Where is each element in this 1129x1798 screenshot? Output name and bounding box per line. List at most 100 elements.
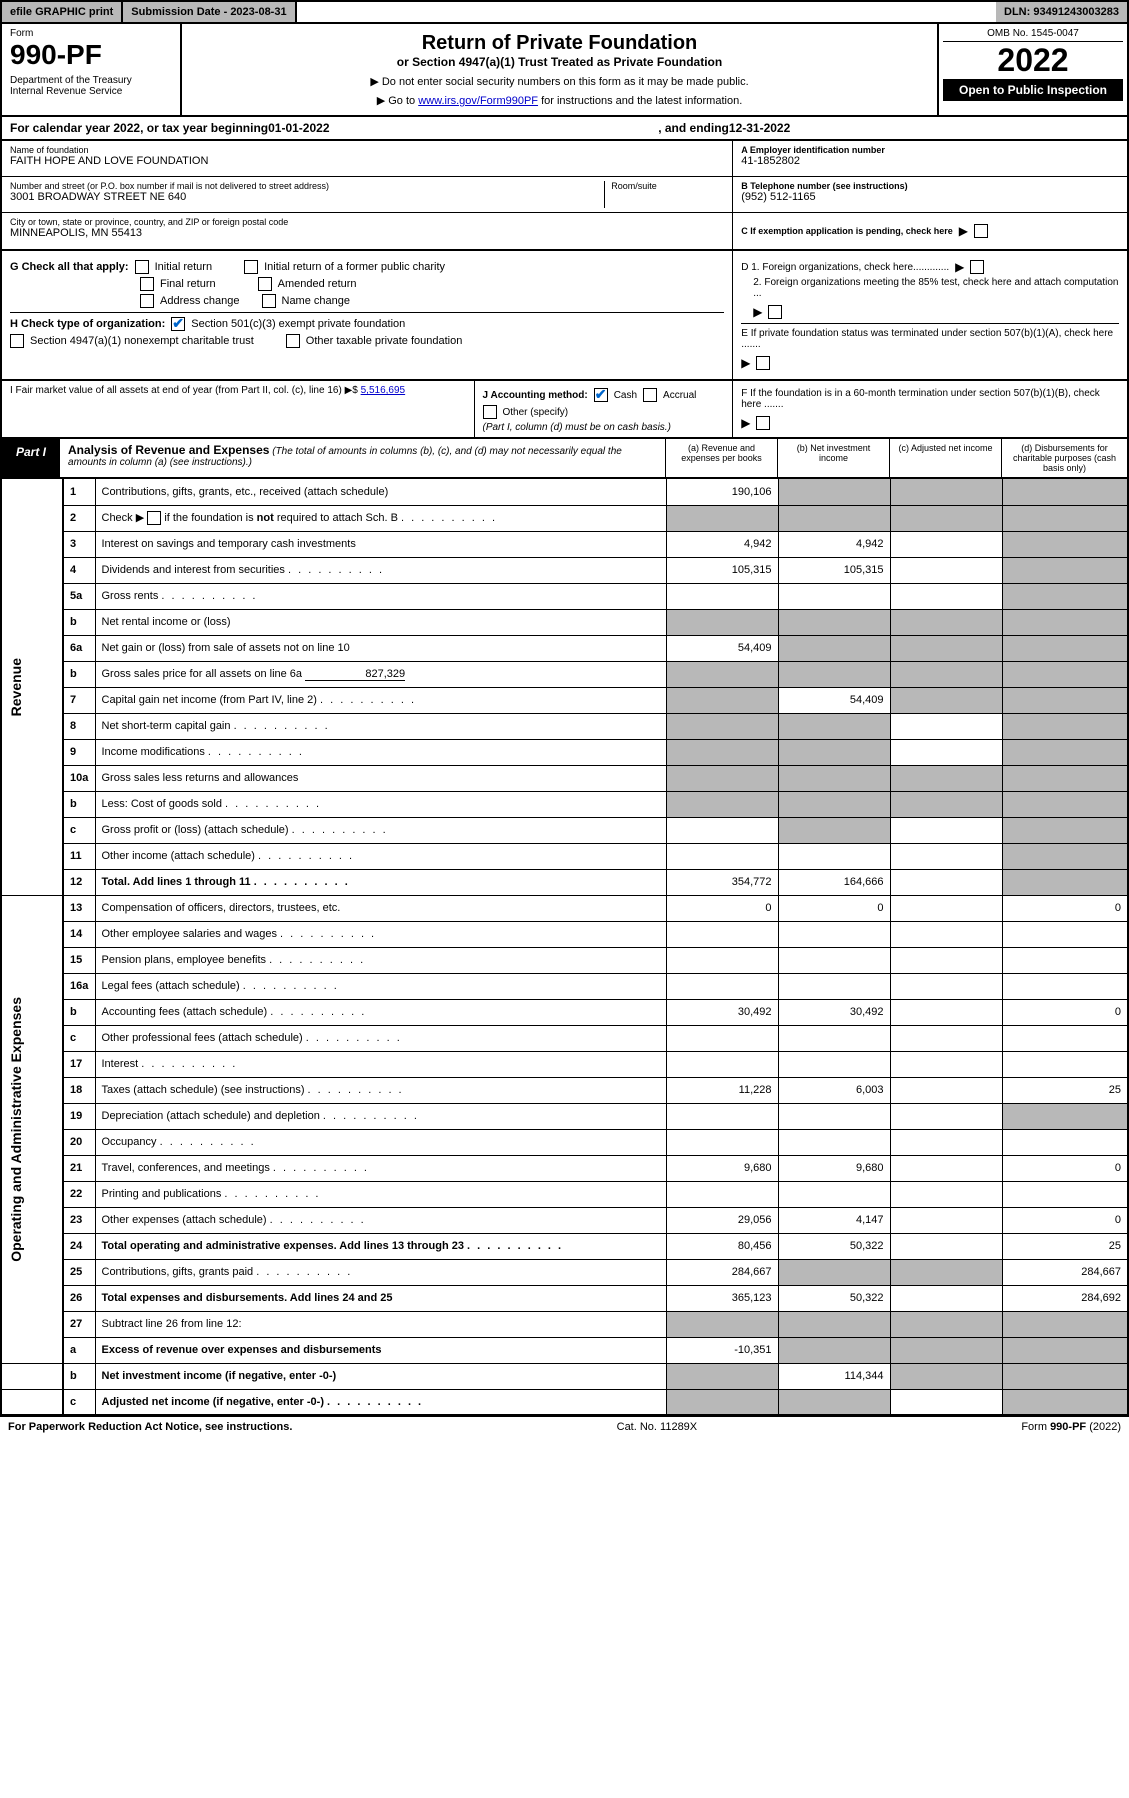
part1-title: Analysis of Revenue and Expenses — [68, 443, 269, 457]
cell-b: 105,315 — [778, 557, 890, 583]
row-desc: Less: Cost of goods sold — [95, 791, 666, 817]
open-public: Open to Public Inspection — [943, 79, 1123, 101]
inst2-post: for instructions and the latest informat… — [538, 95, 742, 107]
col-d-header: (d) Disbursements for charitable purpose… — [1001, 439, 1127, 477]
cell-c — [890, 479, 1002, 505]
col-b-header: (b) Net investment income — [777, 439, 889, 477]
fmv-value[interactable]: 5,516,695 — [361, 385, 406, 396]
addr-label: Number and street (or P.O. box number if… — [10, 181, 604, 191]
4947-checkbox[interactable] — [10, 334, 24, 348]
row-num: 5a — [63, 583, 95, 609]
row-desc: Total expenses and disbursements. Add li… — [95, 1285, 666, 1311]
row-num: 12 — [63, 869, 95, 895]
g-row-3: Address change Name change — [10, 294, 724, 308]
d2-checkbox[interactable] — [768, 305, 782, 319]
final-return-checkbox[interactable] — [140, 277, 154, 291]
cell-b: 54,409 — [778, 687, 890, 713]
cell-a: 365,123 — [666, 1285, 778, 1311]
row-desc: Contributions, gifts, grants paid — [95, 1259, 666, 1285]
city-state-zip: MINNEAPOLIS, MN 55413 — [10, 227, 724, 239]
cell-a: 105,315 — [666, 557, 778, 583]
cell-d: 25 — [1002, 1077, 1128, 1103]
calendar-year-row: For calendar year 2022, or tax year begi… — [0, 117, 1129, 141]
cell-b: 114,344 — [778, 1363, 890, 1389]
cell-b: 4,147 — [778, 1207, 890, 1233]
footer-left: For Paperwork Reduction Act Notice, see … — [8, 1421, 292, 1433]
f-block: F If the foundation is in a 60-month ter… — [733, 381, 1127, 437]
i-label: I Fair market value of all assets at end… — [10, 385, 342, 396]
row-desc: Other income (attach schedule) — [95, 843, 666, 869]
row-num: 21 — [63, 1155, 95, 1181]
name-change-checkbox[interactable] — [262, 294, 276, 308]
table-row: 3Interest on savings and temporary cash … — [1, 531, 1128, 557]
row-desc: Interest on savings and temporary cash i… — [95, 531, 666, 557]
schb-checkbox[interactable] — [147, 511, 161, 525]
irs-link[interactable]: www.irs.gov/Form990PF — [418, 95, 538, 107]
table-row: 16aLegal fees (attach schedule) — [1, 973, 1128, 999]
part1-title-block: Analysis of Revenue and Expenses (The to… — [60, 439, 665, 477]
row-desc: Dividends and interest from securities — [95, 557, 666, 583]
other-method-checkbox[interactable] — [483, 405, 497, 419]
initial-return-label: Initial return — [155, 261, 212, 273]
cell-b: 6,003 — [778, 1077, 890, 1103]
table-row: 11Other income (attach schedule) — [1, 843, 1128, 869]
table-row: 15Pension plans, employee benefits — [1, 947, 1128, 973]
row-desc: Other professional fees (attach schedule… — [95, 1025, 666, 1051]
form-title-block: Return of Private Foundation or Section … — [182, 24, 937, 115]
exemption-checkbox[interactable] — [974, 224, 988, 238]
city-cell: City or town, state or province, country… — [2, 213, 732, 249]
address-change-checkbox[interactable] — [140, 294, 154, 308]
row-num: b — [63, 791, 95, 817]
f-label: F If the foundation is in a 60-month ter… — [741, 388, 1119, 410]
initial-return-checkbox[interactable] — [135, 260, 149, 274]
h-label: H Check type of organization: — [10, 318, 165, 330]
row-desc: Printing and publications — [95, 1181, 666, 1207]
row-desc: Occupancy — [95, 1129, 666, 1155]
e-checkbox[interactable] — [756, 356, 770, 370]
row-desc: Net gain or (loss) from sale of assets n… — [95, 635, 666, 661]
cell-a: 9,680 — [666, 1155, 778, 1181]
initial-former-checkbox[interactable] — [244, 260, 258, 274]
exemption-cell: C If exemption application is pending, c… — [733, 213, 1127, 249]
h-row: H Check type of organization: Section 50… — [10, 312, 724, 331]
part1-tab: Part I — [2, 439, 60, 477]
row-num: 10a — [63, 765, 95, 791]
address-change-label: Address change — [160, 295, 240, 307]
table-row: 17Interest — [1, 1051, 1128, 1077]
amended-return-label: Amended return — [278, 278, 357, 290]
table-row: 7Capital gain net income (from Part IV, … — [1, 687, 1128, 713]
d1-checkbox[interactable] — [970, 260, 984, 274]
cash-checkbox[interactable] — [594, 388, 608, 402]
cell-a: 29,056 — [666, 1207, 778, 1233]
row-desc: Net rental income or (loss) — [95, 609, 666, 635]
row-num: 9 — [63, 739, 95, 765]
row-desc: Total operating and administrative expen… — [95, 1233, 666, 1259]
cell-d: 0 — [1002, 1207, 1128, 1233]
4947-label: Section 4947(a)(1) nonexempt charitable … — [30, 335, 254, 347]
table-row: 24Total operating and administrative exp… — [1, 1233, 1128, 1259]
cell-b: 50,322 — [778, 1285, 890, 1311]
accrual-checkbox[interactable] — [643, 388, 657, 402]
table-row: 25Contributions, gifts, grants paid 284,… — [1, 1259, 1128, 1285]
row-num: 14 — [63, 921, 95, 947]
cell-d — [1002, 479, 1128, 505]
amended-return-checkbox[interactable] — [258, 277, 272, 291]
row-num: a — [63, 1337, 95, 1363]
expenses-sidelabel: Operating and Administrative Expenses — [8, 997, 24, 1262]
cal-pre: For calendar year 2022, or tax year begi… — [10, 121, 268, 135]
row-desc: Other employee salaries and wages — [95, 921, 666, 947]
row-num: 20 — [63, 1129, 95, 1155]
501c3-checkbox[interactable] — [171, 317, 185, 331]
ein-label: A Employer identification number — [741, 145, 1119, 155]
other-taxable-checkbox[interactable] — [286, 334, 300, 348]
501c3-label: Section 501(c)(3) exempt private foundat… — [191, 318, 405, 330]
cash-label: Cash — [614, 390, 637, 401]
row-desc: Net investment income (if negative, ente… — [95, 1363, 666, 1389]
table-row: 21Travel, conferences, and meetings 9,68… — [1, 1155, 1128, 1181]
col-c-header: (c) Adjusted net income — [889, 439, 1001, 477]
cal-begin: 01-01-2022 — [268, 121, 329, 135]
table-row: 10aGross sales less returns and allowanc… — [1, 765, 1128, 791]
dept-label: Department of the Treasury Internal Reve… — [10, 75, 172, 97]
table-row: 23Other expenses (attach schedule) 29,05… — [1, 1207, 1128, 1233]
f-checkbox[interactable] — [756, 416, 770, 430]
